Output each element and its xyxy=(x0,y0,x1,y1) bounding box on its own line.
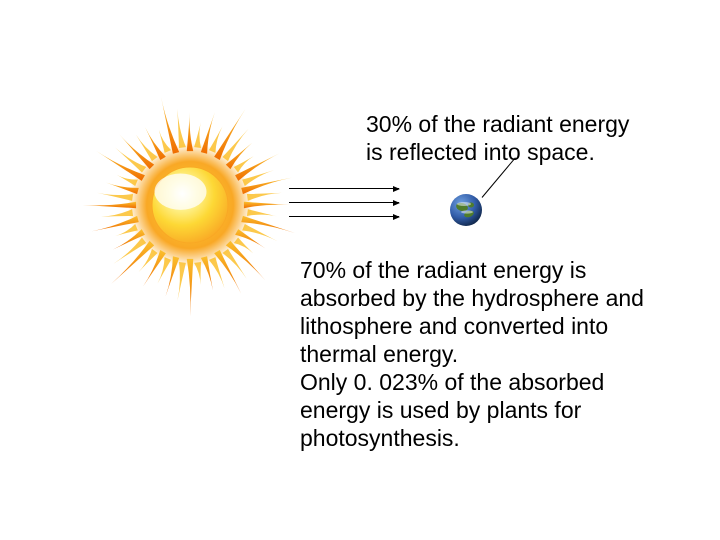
caption-absorbed: 70% of the radiant energy is absorbed by… xyxy=(300,256,705,452)
ray-arrow xyxy=(289,216,399,217)
caption-absorbed-line-5: Only 0. 023% of the absorbed xyxy=(300,368,705,396)
ray-arrow xyxy=(289,188,399,189)
caption-absorbed-line-1: 70% of the radiant energy is xyxy=(300,256,705,284)
caption-reflected: 30% of the radiant energy is reflected i… xyxy=(366,110,716,166)
caption-reflected-line-1: 30% of the radiant energy xyxy=(366,110,716,138)
diagram-stage: 30% of the radiant energy is reflected i… xyxy=(0,0,720,540)
caption-absorbed-line-7: photosynthesis. xyxy=(300,424,705,452)
ray-arrow xyxy=(289,202,399,203)
earth-icon xyxy=(446,190,486,235)
caption-absorbed-line-2: absorbed by the hydrosphere and xyxy=(300,284,705,312)
caption-absorbed-line-4: thermal energy. xyxy=(300,340,705,368)
caption-absorbed-line-3: lithosphere and converted into xyxy=(300,312,705,340)
sun-icon xyxy=(68,83,312,332)
caption-absorbed-line-6: energy is used by plants for xyxy=(300,396,705,424)
caption-reflected-line-2: is reflected into space. xyxy=(366,138,716,166)
